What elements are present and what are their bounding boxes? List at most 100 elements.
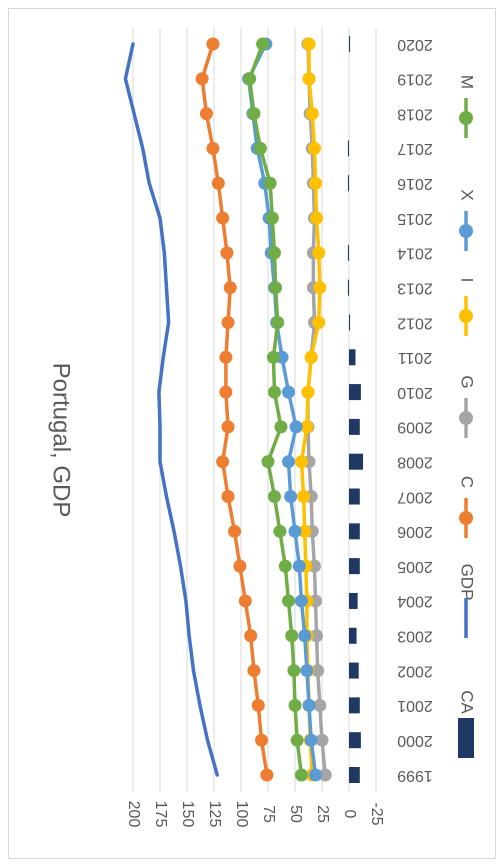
g-data-point — [313, 698, 327, 712]
year-tick-label: 2020 — [397, 36, 433, 53]
year-tick-label: 2004 — [397, 593, 433, 610]
m-data-point — [269, 281, 283, 295]
year-tick-label: 2005 — [397, 558, 433, 575]
year-tick-label: 2003 — [397, 628, 433, 645]
i-data-point — [297, 490, 311, 504]
g-data-point — [311, 664, 325, 678]
ca-bar — [349, 558, 360, 575]
g-data-point — [315, 733, 329, 747]
c-data-point — [206, 141, 220, 155]
i-data-point — [312, 315, 326, 329]
series-lines — [123, 37, 332, 782]
x-data-point — [282, 385, 296, 399]
m-data-point — [287, 664, 301, 678]
x-data-point — [289, 420, 303, 434]
c-data-point — [206, 37, 220, 51]
i-data-point — [294, 455, 308, 469]
value-tick-label: 200 — [125, 801, 142, 828]
c-data-point — [216, 211, 230, 225]
i-data-point — [304, 350, 318, 364]
m-data-point — [261, 455, 275, 469]
m-data-point — [247, 107, 261, 121]
year-tick-label: 2019 — [397, 71, 433, 88]
year-tick-label: 2006 — [397, 523, 433, 540]
m-data-point — [243, 72, 257, 86]
year-tick-label: 2015 — [397, 210, 433, 227]
g-data-point — [318, 768, 332, 782]
m-data-point — [267, 246, 281, 260]
ca-bar — [349, 36, 351, 52]
c-data-point — [219, 385, 233, 399]
legend-marker-m — [459, 111, 473, 125]
ca-bar — [349, 732, 361, 749]
year-tick-label: 2016 — [397, 175, 433, 192]
x-data-point — [309, 768, 323, 782]
i-data-point — [301, 385, 315, 399]
m-data-point — [271, 315, 285, 329]
c-data-point — [233, 559, 247, 573]
x-data-point — [300, 664, 314, 678]
i-data-point — [312, 246, 326, 260]
legend-label-gdp: GDP — [458, 564, 477, 601]
c-data-point — [216, 455, 230, 469]
legend-label-x: X — [458, 189, 477, 200]
c-data-point — [221, 490, 235, 504]
m-data-point — [273, 524, 287, 538]
i-data-point — [300, 420, 314, 434]
m-data-point — [263, 176, 277, 190]
c-data-point — [238, 594, 252, 608]
x-data-point — [284, 490, 298, 504]
c-data-point — [195, 72, 209, 86]
m-data-point — [265, 211, 279, 225]
ca-bar — [347, 175, 349, 192]
m-data-point — [278, 559, 292, 573]
value-tick-label: 100 — [233, 801, 250, 828]
year-tick-label: 2009 — [397, 419, 433, 436]
ca-bar — [349, 314, 351, 331]
legend: M X I G C GDP CA — [458, 75, 477, 758]
year-tick-label: 2017 — [397, 140, 433, 157]
c-data-point — [221, 420, 235, 434]
legend-label-g: G — [458, 375, 477, 388]
year-tick-label: 2002 — [397, 662, 433, 679]
legend-label-i: I — [458, 278, 477, 283]
ca-bars — [347, 36, 364, 783]
c-data-point — [244, 629, 258, 643]
year-tick-label: 1999 — [397, 767, 433, 784]
ca-bar — [349, 697, 360, 714]
value-axis-tick-labels: 200 175 150 125 100 75 50 25 0 -25 — [125, 801, 385, 828]
m-data-point — [256, 37, 270, 51]
value-tick-label: 175 — [152, 801, 169, 828]
g-data-point — [310, 629, 324, 643]
i-data-point — [302, 72, 316, 86]
m-data-point — [290, 733, 304, 747]
x-series-line — [246, 42, 318, 777]
legend-label-c: C — [458, 476, 477, 488]
x-data-point — [302, 698, 316, 712]
i-data-point — [302, 37, 316, 51]
m-data-point — [274, 420, 288, 434]
ca-bar — [349, 662, 359, 679]
chart-title: Portugal, GDP — [48, 363, 75, 518]
legend-swatch-ca — [458, 718, 474, 758]
c-data-point — [228, 524, 242, 538]
i-data-point — [305, 107, 319, 121]
m-data-point — [294, 768, 308, 782]
legend-marker-g — [459, 411, 473, 425]
c-data-point — [199, 107, 213, 121]
c-data-point — [251, 698, 265, 712]
i-data-point — [313, 281, 327, 295]
i-data-point — [307, 141, 321, 155]
i-data-point — [310, 211, 324, 225]
x-data-point — [294, 594, 308, 608]
year-tick-label: 2012 — [397, 314, 433, 331]
ca-bar — [349, 523, 360, 540]
year-tick-label: 2001 — [397, 697, 433, 714]
chart-frame — [8, 8, 496, 859]
x-data-point — [304, 733, 318, 747]
value-tick-label: 75 — [260, 805, 277, 823]
value-tick-label: 150 — [179, 801, 196, 828]
value-tick-label: 50 — [287, 805, 304, 823]
m-data-point — [288, 698, 302, 712]
x-data-point — [292, 559, 306, 573]
